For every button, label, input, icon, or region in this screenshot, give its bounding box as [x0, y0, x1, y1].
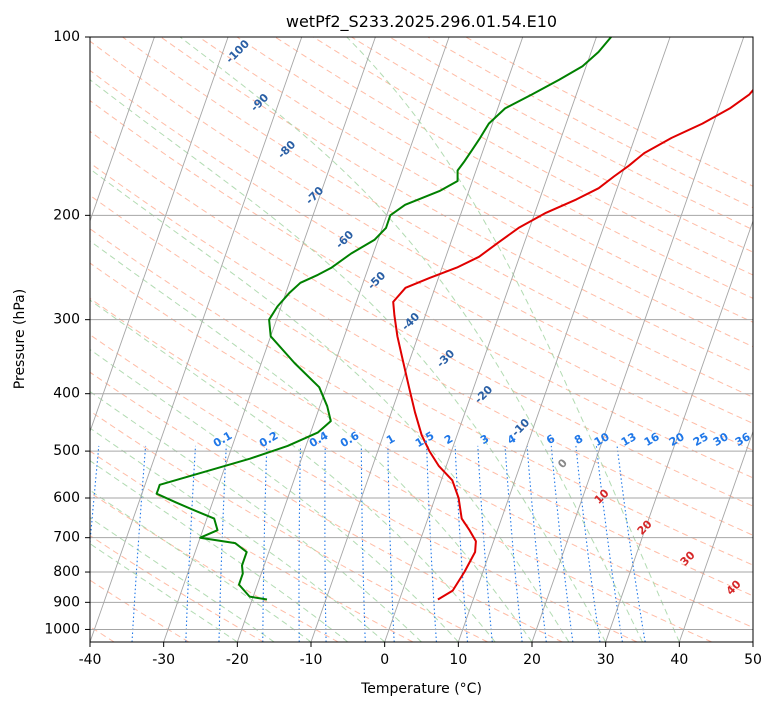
x-tick-label: -40	[79, 652, 102, 668]
isotherm-line	[531, 37, 745, 642]
mixing-ratio-line	[298, 445, 302, 642]
y-axis-label: Pressure (hPa)	[12, 289, 28, 389]
plot-frame	[89, 36, 754, 643]
isotherm-line	[90, 37, 155, 223]
dry-adiabat	[90, 334, 638, 642]
moist-adiabat	[179, 37, 643, 642]
dry-adiabat	[122, 37, 753, 398]
x-tick-label: -10	[300, 652, 323, 668]
x-tick-label: 40	[670, 652, 688, 668]
y-tick-label: 400	[53, 386, 80, 402]
isotherm-line	[163, 37, 376, 642]
dry-adiabat	[90, 371, 563, 642]
x-axis-label: Temperature (°C)	[360, 681, 482, 697]
isotherm-line	[90, 37, 303, 642]
mixing-ratio-line	[262, 445, 268, 642]
dry-adiabat	[90, 130, 753, 507]
moist-adiabat	[90, 79, 607, 642]
dewpoint-line	[155, 37, 612, 601]
mixing-ratio-line	[360, 445, 366, 642]
x-tick-label: -30	[152, 652, 175, 668]
x-tick-label: 30	[597, 652, 615, 668]
isotherm-line	[236, 37, 450, 642]
mixing-ratio-line	[131, 445, 147, 642]
dry-adiabat	[90, 579, 190, 642]
dry-adiabat	[90, 297, 712, 642]
moist-adiabat	[90, 543, 238, 642]
mixing-ratio-line	[526, 445, 547, 642]
mixing-ratio-line	[504, 445, 523, 642]
y-tick-label: 300	[53, 312, 80, 328]
x-tick-label: 50	[744, 652, 762, 668]
mixing-ratio-line	[454, 445, 469, 642]
isotherm-line	[310, 37, 524, 642]
dry-adiabat	[90, 262, 753, 629]
chart-title: wetPf2_S233.2025.296.01.54.E10	[286, 12, 557, 32]
y-tick-label: 600	[53, 490, 80, 506]
y-tick-label: 500	[53, 443, 80, 459]
background-lines	[90, 37, 753, 642]
y-tick-label: 100	[53, 29, 80, 45]
isotherm-line	[384, 37, 597, 642]
isotherm-line	[605, 219, 753, 642]
dry-adiabat	[160, 37, 753, 373]
dry-adiabat	[90, 194, 753, 566]
mixing-ratio-line	[324, 445, 327, 642]
dry-adiabat	[90, 69, 753, 451]
moist-adiabat	[346, 37, 680, 642]
moist-adiabat	[90, 460, 349, 642]
x-tick-label: 20	[523, 652, 541, 668]
mixing-ratio-line	[477, 445, 493, 642]
moist-adiabat	[90, 348, 459, 642]
moist-adiabat	[90, 489, 312, 642]
dry-adiabat	[90, 99, 753, 479]
y-tick-label: 800	[53, 564, 80, 580]
dry-adiabat	[90, 410, 488, 642]
moist-adiabat	[90, 391, 422, 642]
moist-adiabat	[90, 240, 533, 642]
mixing-ratio-line	[575, 445, 601, 642]
mixing-ratio-line	[185, 445, 197, 642]
dry-adiabat	[274, 37, 753, 299]
dry-adiabat	[90, 162, 753, 536]
x-tick-label: -20	[226, 652, 249, 668]
y-tick-label: 700	[53, 530, 80, 546]
x-tick-label: 0	[380, 652, 389, 668]
mixing-ratio-line	[616, 445, 646, 642]
y-tick-label: 200	[53, 207, 80, 223]
series-layer	[155, 37, 753, 601]
dry-adiabat	[90, 534, 264, 642]
y-tick-label: 1000	[44, 621, 80, 637]
dry-adiabat	[90, 492, 339, 642]
moist-adiabat	[90, 299, 496, 642]
mixing-ratio-line	[426, 445, 437, 642]
y-tick-label: 900	[53, 594, 80, 610]
isotherm-line	[90, 37, 229, 433]
mixing-ratio-line	[595, 445, 623, 642]
mixing-ratio-line	[550, 445, 574, 642]
mixing-ratio-line	[218, 445, 227, 642]
axes-layer: -40 -30 -20 -10 0 10 20 30 40 50 100 200 300 400 500 60…	[44, 29, 762, 668]
dry-adiabat	[90, 228, 753, 597]
temperature-line	[392, 88, 753, 601]
isotherm-line	[678, 430, 753, 642]
x-tick-label: 10	[449, 652, 467, 668]
isotherm-line	[457, 37, 671, 642]
